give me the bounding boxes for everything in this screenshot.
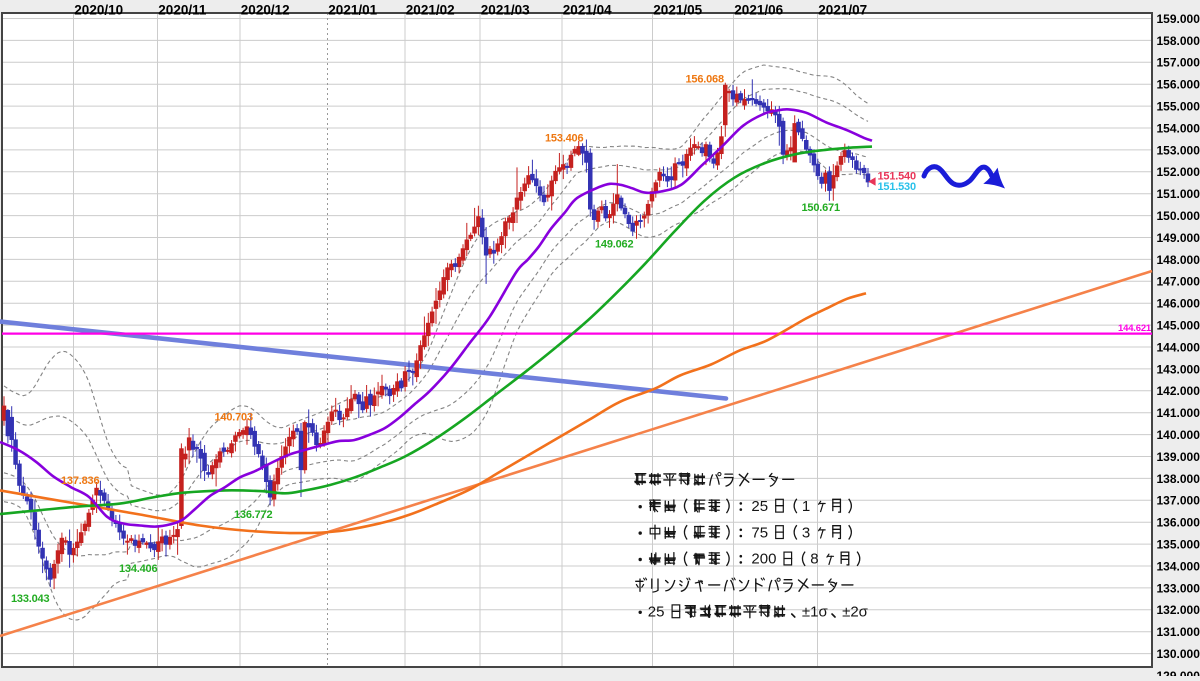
- svg-text:159.000: 159.000: [1157, 12, 1200, 26]
- svg-text:144.000: 144.000: [1157, 340, 1200, 354]
- svg-text:144.621: 144.621: [1118, 323, 1152, 334]
- svg-text:129.000: 129.000: [1157, 669, 1200, 676]
- svg-text:149.000: 149.000: [1157, 231, 1200, 245]
- svg-text:149.062: 149.062: [595, 239, 633, 251]
- svg-text:145.000: 145.000: [1157, 319, 1200, 333]
- svg-text:±2σ: ±2σ: [842, 604, 869, 621]
- svg-text:136.000: 136.000: [1157, 516, 1200, 530]
- svg-text:147.000: 147.000: [1157, 275, 1200, 289]
- svg-text:150.000: 150.000: [1157, 209, 1200, 223]
- svg-text:2021/01: 2021/01: [328, 3, 377, 18]
- svg-text:137.836: 137.836: [61, 475, 99, 487]
- svg-text:146.000: 146.000: [1157, 297, 1200, 311]
- svg-text:2021/06: 2021/06: [734, 3, 783, 18]
- svg-text:158.000: 158.000: [1157, 34, 1200, 48]
- svg-text:131.000: 131.000: [1157, 625, 1200, 639]
- svg-text:151.000: 151.000: [1157, 187, 1200, 201]
- svg-text:134.406: 134.406: [119, 563, 157, 575]
- svg-text:152.000: 152.000: [1157, 165, 1200, 179]
- svg-text:3: 3: [802, 524, 815, 541]
- svg-text:143.000: 143.000: [1157, 362, 1200, 376]
- svg-text:133.000: 133.000: [1157, 581, 1200, 595]
- svg-text:1: 1: [802, 498, 815, 515]
- svg-text:200: 200: [751, 551, 780, 568]
- svg-text:133.043: 133.043: [11, 593, 49, 605]
- svg-text:140.000: 140.000: [1157, 428, 1200, 442]
- svg-text:140.703: 140.703: [215, 412, 253, 424]
- svg-text:157.000: 157.000: [1157, 56, 1200, 70]
- svg-text:2020/11: 2020/11: [158, 3, 207, 18]
- svg-text:±1σ: ±1σ: [802, 604, 829, 621]
- svg-text:141.000: 141.000: [1157, 406, 1200, 420]
- svg-text:150.671: 150.671: [802, 202, 840, 214]
- svg-text:156.068: 156.068: [686, 74, 724, 86]
- svg-text:2021/02: 2021/02: [406, 3, 455, 18]
- svg-text:75: 75: [751, 524, 772, 541]
- svg-text:25: 25: [751, 498, 772, 515]
- svg-text:132.000: 132.000: [1157, 603, 1200, 617]
- svg-text:2021/05: 2021/05: [653, 3, 702, 18]
- svg-text:2021/03: 2021/03: [481, 3, 530, 18]
- svg-text:148.000: 148.000: [1157, 253, 1200, 267]
- svg-text:2021/07: 2021/07: [818, 3, 867, 18]
- svg-text:151.530: 151.530: [878, 181, 916, 193]
- svg-text:2020/10: 2020/10: [74, 3, 123, 18]
- svg-text:134.000: 134.000: [1157, 559, 1200, 573]
- svg-text:156.000: 156.000: [1157, 78, 1200, 92]
- svg-text:153.406: 153.406: [545, 133, 583, 145]
- svg-text:135.000: 135.000: [1157, 538, 1200, 552]
- svg-text:130.000: 130.000: [1157, 647, 1200, 661]
- svg-text:25: 25: [648, 604, 669, 621]
- svg-text:153.000: 153.000: [1157, 143, 1200, 157]
- svg-text:139.000: 139.000: [1157, 450, 1200, 464]
- svg-text:142.000: 142.000: [1157, 384, 1200, 398]
- svg-text:2021/04: 2021/04: [563, 3, 612, 18]
- svg-text:138.000: 138.000: [1157, 472, 1200, 486]
- svg-text:136.772: 136.772: [234, 509, 272, 521]
- svg-text:2020/12: 2020/12: [241, 3, 290, 18]
- svg-text:155.000: 155.000: [1157, 100, 1200, 114]
- svg-text:137.000: 137.000: [1157, 494, 1200, 508]
- svg-text:154.000: 154.000: [1157, 121, 1200, 135]
- svg-text:8: 8: [810, 551, 823, 568]
